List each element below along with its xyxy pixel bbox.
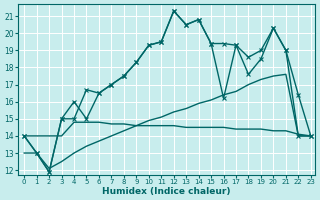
X-axis label: Humidex (Indice chaleur): Humidex (Indice chaleur) [102, 187, 230, 196]
